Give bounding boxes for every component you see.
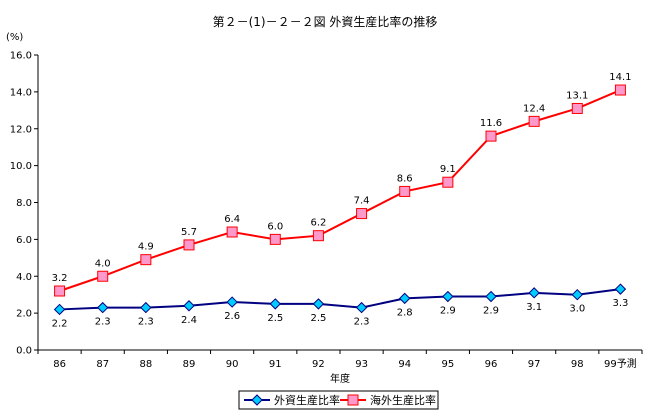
y-tick-label: 4.0 [16,272,32,283]
square-marker [356,208,368,220]
square-marker [399,185,411,197]
x-tick-label: 94 [398,359,411,370]
data-label: 2.3 [354,317,370,328]
square-marker [269,233,281,245]
data-label: 2.5 [267,313,283,324]
chart-title: 第２－(1)－２－２図 外資生産比率の推移 [213,14,438,29]
y-tick-label: 8.0 [16,198,32,209]
data-label: 6.4 [224,214,240,225]
x-tick-label: 96 [485,359,498,370]
square-marker [183,239,195,251]
data-label: 7.4 [354,196,370,207]
diamond-marker [485,290,497,303]
data-label: 2.6 [224,311,240,322]
x-tick-label: 95 [441,359,454,370]
legend-label: 外資生産比率 [274,393,340,407]
square-marker [140,254,152,266]
data-label: 14.1 [609,72,631,83]
data-label: 2.4 [181,315,197,326]
diamond-marker [226,296,238,308]
x-tick-label: 89 [183,359,196,370]
square-marker [347,394,359,406]
square-marker [614,84,626,96]
data-label: 3.2 [52,273,68,284]
data-label: 2.3 [95,317,111,328]
data-label: 11.6 [480,118,502,129]
square-marker [312,230,324,242]
data-label: 6.2 [310,218,326,229]
x-tick-label: 88 [139,359,152,370]
y-tick-label: 14.0 [10,87,32,98]
x-tick-label: 92 [312,359,325,370]
diamond-marker [442,290,454,303]
y-tick-label: 0.0 [16,346,32,357]
diamond-marker [528,287,540,299]
data-label: 2.8 [397,307,413,318]
diamond-marker [269,298,281,310]
data-label: 3.1 [526,302,542,313]
square-marker [226,226,238,238]
x-tick-label: 91 [269,359,282,370]
square-marker [442,176,454,188]
square-marker [528,115,540,127]
diamond-marker [53,303,66,316]
diamond-marker [97,301,109,314]
data-label: 8.6 [397,173,413,184]
legend-box [238,390,439,410]
series-markers [53,84,627,316]
diamond-marker [312,298,325,310]
data-label: 12.4 [523,103,545,114]
data-label: 5.7 [181,227,197,238]
x-tick-label: 86 [53,359,66,370]
data-label: 4.0 [95,258,111,269]
y-tick-label: 10.0 [10,161,32,172]
diamond-marker [140,301,152,314]
x-tick-label: 98 [571,359,584,370]
data-labels: 2.2 2.3 2.3 2.4 2.6 2.5 2.5 2.3 2.8 2.9 2.9 3.1 3.0 3… [52,72,632,329]
diamond-marker [571,288,583,301]
data-label: 2.9 [440,306,456,317]
x-tick-label: 99予測 [604,357,637,370]
y-tick-label: 2.0 [16,309,32,320]
square-marker [571,102,583,114]
series-line [59,89,621,292]
diamond-marker [183,300,195,312]
series-lines [59,89,621,311]
diamond-marker [614,283,627,295]
data-label: 13.1 [566,90,588,101]
y-tick-label: 16.0 [10,51,32,62]
diamond-marker [399,292,411,305]
data-label: 4.9 [138,242,154,253]
x-tick-label: 93 [355,359,368,370]
square-marker [97,270,109,282]
x-tick-label: 87 [96,359,109,370]
legend: 外資生産比率 海外生産比率 [238,390,439,410]
y-tick-label: 6.0 [16,235,32,246]
square-marker [485,130,497,142]
legend-label: 海外生産比率 [370,393,436,407]
series-line [59,288,621,311]
x-axis-label: 年度 [330,372,350,385]
diamond-marker [355,301,368,314]
data-label: 2.5 [310,313,326,324]
data-label: 2.9 [483,306,499,317]
x-tick-label: 90 [226,359,239,370]
square-marker [54,285,66,297]
axes: 0.0 2.0 4.0 6.0 8.0 10.0 12.0 14.0 16.0 86 87 88 89 9… [10,51,643,370]
data-label: 3.3 [612,298,628,309]
data-label: 9.1 [440,164,456,175]
data-label: 2.3 [138,317,154,328]
x-tick-label: 97 [528,359,541,370]
data-label: 2.2 [52,318,68,329]
y-axis-unit-label: (%) [6,32,23,43]
y-tick-label: 12.0 [10,124,32,135]
data-label: 6.0 [267,221,283,232]
data-label: 3.0 [569,304,585,315]
diamond-marker [251,394,263,406]
